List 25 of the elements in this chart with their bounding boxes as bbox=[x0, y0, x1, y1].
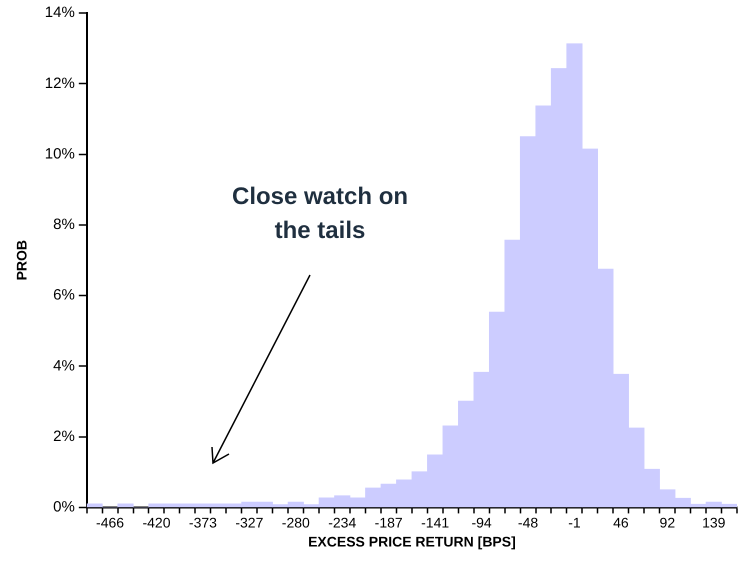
y-tick-label: 0% bbox=[53, 498, 75, 516]
y-tick-label: 10% bbox=[44, 145, 75, 162]
y-tick-label: 14% bbox=[44, 4, 75, 22]
y-tick-label: 8% bbox=[53, 216, 75, 234]
x-tick-label: 46 bbox=[613, 514, 629, 531]
x-tick-label: -94 bbox=[471, 514, 492, 531]
annotation: Close watch on the tails bbox=[230, 182, 410, 246]
x-tick-label: -466 bbox=[96, 514, 124, 531]
x-axis-title: EXCESS PRICE RETURN [BPS] bbox=[308, 533, 516, 550]
x-tick-label: -1 bbox=[568, 514, 581, 531]
x-tick-label: 139 bbox=[702, 514, 726, 531]
y-tick-label: 12% bbox=[44, 74, 75, 92]
x-tick-label: 92 bbox=[660, 514, 676, 531]
y-tick-label: 6% bbox=[53, 286, 75, 304]
x-tick-label: -141 bbox=[421, 514, 450, 531]
x-tick-label: -420 bbox=[142, 514, 171, 531]
y-tick-label: 2% bbox=[53, 428, 75, 445]
x-tick-label: -48 bbox=[518, 514, 538, 531]
x-tick-label: -373 bbox=[188, 514, 218, 531]
x-tick-label: -280 bbox=[282, 514, 310, 531]
y-axis-title: PROB bbox=[13, 240, 30, 280]
y-tick-label: 4% bbox=[53, 357, 75, 374]
x-tick-label: -187 bbox=[374, 514, 403, 531]
x-tick-label: -327 bbox=[235, 514, 264, 531]
x-tick-label: -234 bbox=[328, 514, 356, 531]
